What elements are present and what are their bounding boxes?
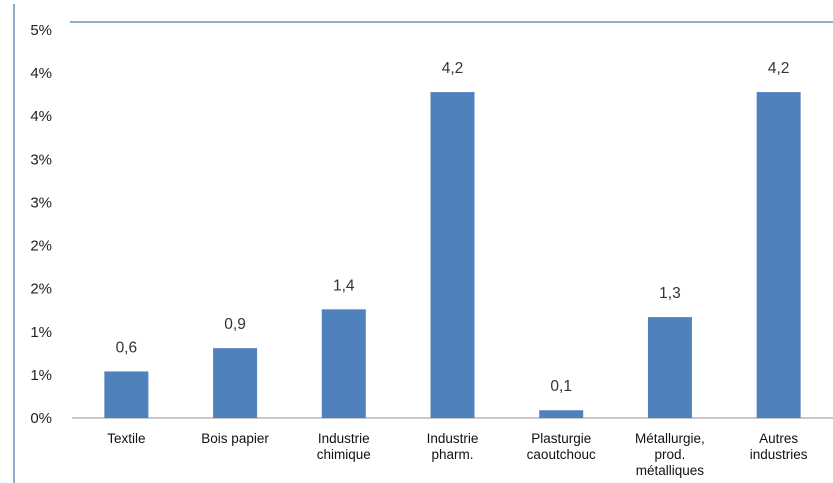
x-category-label: Industrie: [427, 431, 479, 446]
bar-series: [104, 92, 801, 418]
x-category-label: Textile: [107, 431, 145, 446]
y-tick-label: 3%: [30, 151, 52, 168]
x-category-label: Bois papier: [201, 431, 269, 446]
x-category-label: Métallurgie,: [635, 431, 705, 446]
y-tick-label: 4%: [30, 65, 52, 82]
x-category-label: prod.: [655, 447, 686, 462]
x-category-label: caoutchouc: [527, 447, 596, 462]
bar: [104, 371, 149, 418]
x-axis-labels: Textile Bois papier IndustriechimiqueIndus…: [107, 431, 808, 478]
data-label: 1,4: [333, 277, 355, 294]
x-category-label: chimique: [317, 447, 371, 462]
bar: [539, 410, 584, 418]
bar: [647, 317, 692, 418]
bar: [430, 92, 475, 418]
y-tick-label: 1%: [30, 324, 52, 341]
bar: [321, 309, 366, 418]
y-tick-label: 3%: [30, 194, 52, 211]
data-labels: 0,6 0,9 1,4 4,2 0,1 1,3 4,2: [116, 60, 790, 395]
x-category-label: industries: [750, 447, 808, 462]
y-tick-label: 1%: [30, 367, 52, 384]
data-label: 4,2: [768, 60, 790, 77]
bar: [756, 92, 801, 418]
x-category-label: Autres: [759, 431, 798, 446]
data-label: 1,3: [659, 285, 681, 302]
y-tick-label: 4%: [30, 108, 52, 125]
y-tick-label: 5%: [30, 22, 52, 39]
data-label: 4,2: [442, 60, 464, 77]
x-category-label: pharm.: [431, 447, 473, 462]
y-axis: 0% 1% 1% 2% 2% 3% 3% 4% 4% 5%: [30, 22, 52, 427]
x-category-label: Industrie: [318, 431, 370, 446]
data-label: 0,1: [550, 378, 572, 395]
data-label: 0,9: [224, 316, 246, 333]
y-tick-label: 0%: [30, 410, 52, 427]
y-tick-label: 2%: [30, 238, 52, 255]
y-tick-label: 2%: [30, 281, 52, 298]
x-category-label: métalliques: [636, 463, 705, 478]
data-label: 0,6: [116, 339, 138, 356]
x-category-label: Plasturgie: [531, 431, 591, 446]
bar: [213, 348, 258, 418]
